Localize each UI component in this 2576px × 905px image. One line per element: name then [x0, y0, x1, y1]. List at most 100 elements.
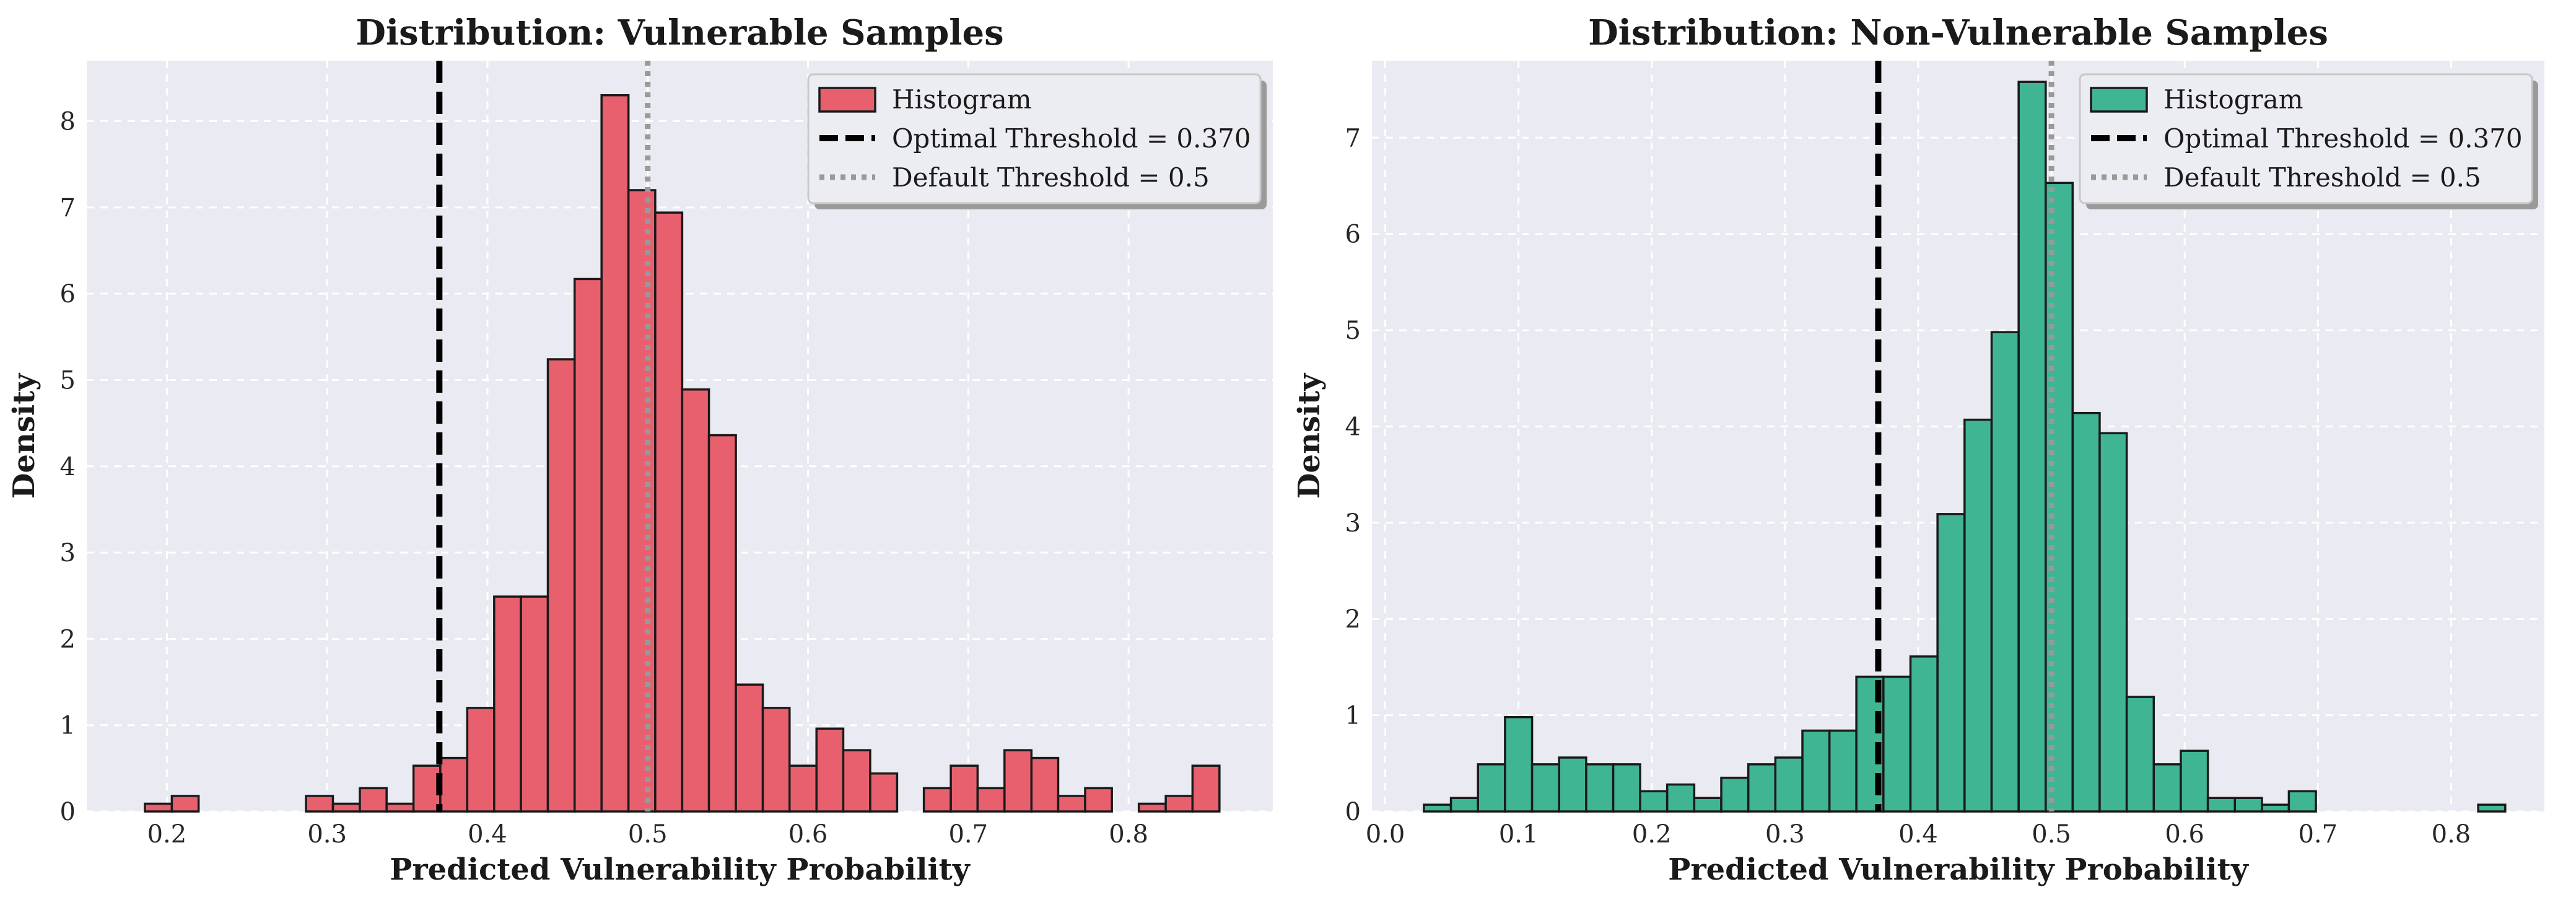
- y-axis-label: Density: [7, 372, 41, 499]
- x-tick-labels: 0.0 0.1 0.2 0.3 0.4 0.5 0.6 0.7 0.8: [1366, 820, 2471, 849]
- histogram-bar-13: [1774, 756, 1804, 813]
- x-tick-labels: 0.2 0.3 0.4 0.5 0.6 0.7 0.8: [147, 820, 1148, 849]
- histogram-bar-28: [1030, 756, 1060, 813]
- histogram-bar-33: [1191, 764, 1221, 813]
- histogram-bar-15: [654, 211, 684, 813]
- histogram-bar-11: [546, 358, 576, 813]
- histogram-bar-25: [950, 764, 979, 813]
- legend-box: [807, 73, 1262, 204]
- histogram-bar-15: [1828, 729, 1858, 813]
- histogram-bar-5: [385, 802, 415, 813]
- x-axis-label: Predicted Vulnerability Probability: [390, 852, 971, 887]
- y-tick-label: 4: [1345, 413, 1361, 441]
- histogram-bar-26: [2125, 696, 2155, 813]
- y-tick-label: 2: [1345, 605, 1361, 634]
- histogram-bar-20: [788, 764, 818, 813]
- histogram-bar-16: [681, 388, 710, 813]
- histogram-bar-4: [1530, 763, 1560, 813]
- x-tick-label: 0.8: [2432, 820, 2471, 849]
- histogram-bar-30: [2233, 797, 2263, 813]
- histogram-bar-0: [1423, 803, 1452, 813]
- y-axis-label: Density: [1292, 372, 1327, 499]
- histogram-bar-24: [2071, 411, 2101, 813]
- x-tick-label: 0.8: [1109, 820, 1148, 849]
- y-tick-label: 4: [60, 453, 76, 481]
- x-tick-label: 0.0: [1366, 820, 1405, 849]
- legend: Histogram Optimal Threshold = 0.370 Defa…: [2079, 73, 2538, 209]
- histogram-bar-29: [1057, 795, 1086, 813]
- y-tick-label: 7: [1345, 124, 1361, 152]
- legend-label-default: Default Threshold = 0.5: [892, 162, 1210, 193]
- histogram-bar-22: [2017, 81, 2047, 813]
- histogram-bar-2: [1477, 763, 1506, 813]
- x-tick-label: 0.4: [468, 820, 507, 849]
- panel-non-vulnerable: 0.0 0.1 0.2 0.3 0.4 0.5 0.6 0.7 0.8 0 1 2 3 4 5 6 7 Dis…: [1292, 12, 2544, 887]
- y-tick-label: 0: [60, 798, 76, 826]
- x-tick-label: 0.2: [147, 820, 187, 849]
- histogram-bar-21: [815, 727, 845, 813]
- histogram-bar-25: [2098, 432, 2128, 813]
- y-tick-label: 3: [1345, 509, 1361, 538]
- legend-label-default: Default Threshold = 0.5: [2163, 162, 2481, 193]
- histogram-bar-2: [305, 795, 334, 813]
- histogram-bar-7: [1612, 763, 1641, 813]
- histogram-bar-12: [573, 278, 603, 813]
- histogram-bar-31: [2261, 803, 2290, 813]
- histogram-bar-9: [493, 595, 522, 813]
- x-tick-label: 0.7: [2298, 820, 2338, 849]
- threshold-lines: [1875, 61, 2054, 811]
- histogram-bar-17: [707, 434, 737, 813]
- histogram-bar-22: [842, 749, 871, 813]
- histogram-bar-33: [2477, 803, 2507, 813]
- histogram-bar-32: [2287, 790, 2317, 813]
- legend-label-histogram: Histogram: [892, 84, 1032, 115]
- legend-swatch-histogram: [818, 87, 876, 113]
- x-tick-label: 0.2: [1632, 820, 1672, 849]
- histogram-bar-19: [761, 707, 791, 813]
- x-tick-label: 0.5: [628, 820, 668, 849]
- histogram-bar-7: [439, 756, 469, 813]
- histogram-bar-23: [869, 772, 899, 813]
- legend-label-histogram: Histogram: [2163, 84, 2303, 115]
- chart-title: Distribution: Non-Vulnerable Samples: [1588, 12, 2328, 53]
- legend-box: [2079, 73, 2533, 204]
- x-tick-label: 0.6: [2165, 820, 2204, 849]
- histogram-bar-31: [1137, 802, 1167, 813]
- y-tick-label: 5: [1345, 317, 1361, 345]
- histogram-bar-32: [1164, 795, 1194, 813]
- legend: Histogram Optimal Threshold = 0.370 Defa…: [807, 73, 1267, 209]
- legend-label-optimal: Optimal Threshold = 0.370: [892, 123, 1251, 154]
- histogram-bar-30: [1084, 787, 1113, 813]
- histogram-bar-1: [1449, 797, 1479, 813]
- histogram-bar-28: [2180, 750, 2209, 813]
- histogram-bar-10: [520, 595, 549, 813]
- histogram-bar-8: [1639, 790, 1669, 813]
- histogram-bar-3: [331, 802, 361, 813]
- histogram-bar-20: [1963, 418, 1993, 813]
- histogram-bar-27: [2152, 763, 2182, 813]
- histogram-bar-5: [1558, 756, 1587, 813]
- chart-title: Distribution: Vulnerable Samples: [356, 12, 1003, 53]
- y-tick-label: 6: [60, 280, 76, 308]
- y-tick-labels: 0 1 2 3 4 5 6 7: [1345, 124, 1361, 826]
- x-axis-label: Predicted Vulnerability Probability: [1668, 852, 2250, 887]
- histogram-bar-24: [922, 787, 952, 813]
- y-tick-label: 1: [1345, 702, 1361, 730]
- y-tick-label: 0: [1345, 798, 1361, 826]
- histogram-bar-14: [627, 189, 657, 813]
- y-tick-label: 6: [1345, 221, 1361, 249]
- histogram-bar-13: [600, 94, 630, 813]
- y-tick-label: 1: [60, 712, 76, 740]
- histogram-bar-4: [359, 787, 388, 813]
- x-tick-label: 0.7: [948, 820, 988, 849]
- y-tick-label: 8: [60, 108, 76, 136]
- histogram-bar-6: [1585, 763, 1615, 813]
- histogram-bar-19: [1936, 513, 1966, 813]
- threshold-lines: [436, 61, 651, 811]
- legend-label-optimal: Optimal Threshold = 0.370: [2163, 123, 2523, 154]
- x-tick-label: 0.3: [307, 820, 347, 849]
- y-tick-labels: 0 1 2 3 4 5 6 7 8: [60, 108, 76, 826]
- histogram-bar-9: [1666, 783, 1696, 813]
- histogram-bar-18: [735, 683, 764, 813]
- x-tick-label: 0.1: [1499, 820, 1539, 849]
